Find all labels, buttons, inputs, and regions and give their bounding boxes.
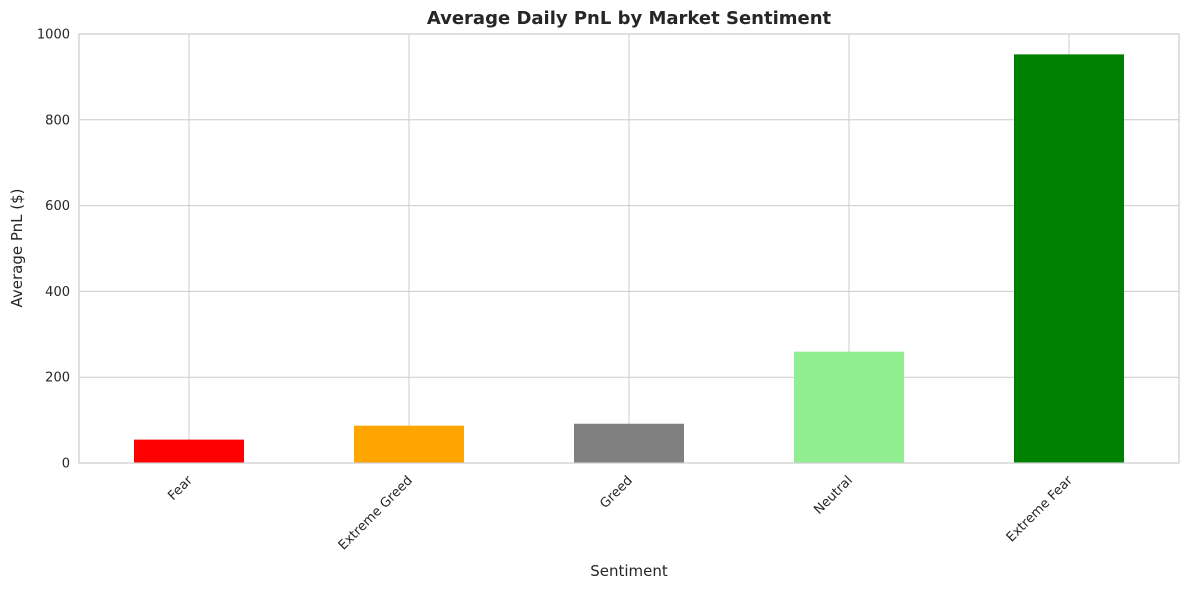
bar-greed bbox=[574, 423, 684, 463]
x-tick-label: Extreme Greed bbox=[336, 473, 416, 553]
y-tick-label: 1000 bbox=[37, 28, 70, 43]
x-tick-label: Extreme Fear bbox=[1004, 473, 1077, 546]
bars bbox=[134, 54, 1124, 463]
y-tick-label: 800 bbox=[45, 113, 70, 128]
bar-fear bbox=[134, 439, 244, 463]
y-tick-label: 200 bbox=[45, 371, 70, 386]
x-axis-label: Sentiment bbox=[590, 562, 668, 580]
bar-neutral bbox=[794, 351, 904, 463]
y-tick-label: 600 bbox=[45, 199, 70, 214]
x-tick-label: Neutral bbox=[811, 473, 856, 518]
y-axis-ticks: 0 200 400 600 800 1000 bbox=[37, 28, 70, 472]
y-tick-label: 0 bbox=[62, 457, 70, 472]
bar-extreme-greed bbox=[354, 425, 464, 463]
x-tick-label: Fear bbox=[165, 473, 196, 504]
plot-frame bbox=[78, 33, 1180, 464]
bar-extreme-fear bbox=[1014, 54, 1124, 463]
x-axis-ticks: Fear Extreme Greed Greed Neutral Extreme Fea… bbox=[165, 473, 1076, 554]
chart-title: Average Daily PnL by Market Sentiment bbox=[427, 8, 832, 29]
x-tick-label: Greed bbox=[597, 473, 635, 511]
y-tick-label: 400 bbox=[45, 285, 70, 300]
y-axis-label: Average PnL ($) bbox=[8, 188, 26, 307]
